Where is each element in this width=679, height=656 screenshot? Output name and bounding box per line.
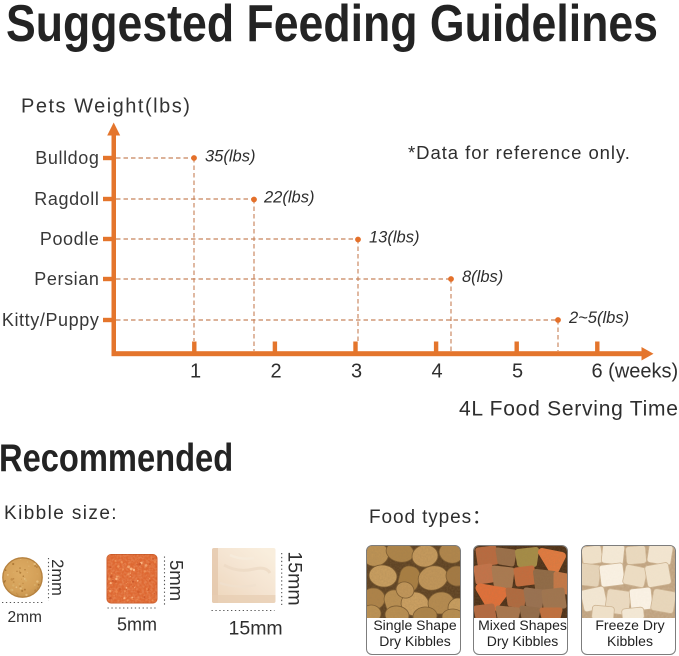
svg-text:8(lbs): 8(lbs) [462,268,503,286]
svg-text:5mm: 5mm [117,615,157,635]
svg-text:35(lbs): 35(lbs) [205,148,255,166]
svg-text:13(lbs): 13(lbs) [369,229,419,247]
svg-text:3: 3 [351,361,362,383]
svg-text:15mm: 15mm [229,618,283,640]
svg-text:2mm: 2mm [48,559,66,596]
svg-text:5: 5 [512,361,523,383]
svg-text:4L Food Serving Time: 4L Food Serving Time [459,398,679,421]
svg-text:4: 4 [431,361,442,383]
svg-text:2mm: 2mm [8,609,42,626]
svg-text:Kitty/Puppy: Kitty/Puppy [2,310,100,330]
svg-text:Persian: Persian [34,269,99,289]
svg-text:15mm: 15mm [284,551,306,605]
svg-text:2: 2 [270,361,281,383]
svg-text:Bulldog: Bulldog [35,148,99,168]
svg-text:6 (weeks): 6 (weeks) [592,361,679,383]
svg-text:2~5(lbs): 2~5(lbs) [568,309,629,327]
svg-text:22(lbs): 22(lbs) [263,189,314,207]
svg-text:Poodle: Poodle [40,229,100,249]
svg-text:5mm: 5mm [166,560,187,601]
svg-text:Ragdoll: Ragdoll [34,189,99,209]
svg-text:*Data for reference only.: *Data for reference only. [408,142,631,163]
svg-text:Pets Weight(lbs): Pets Weight(lbs) [21,96,191,118]
svg-text:1: 1 [190,361,201,383]
